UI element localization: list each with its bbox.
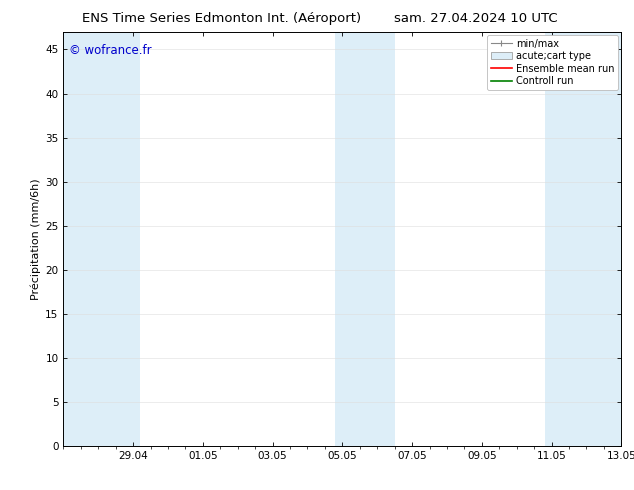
Bar bbox=[545, 32, 621, 446]
Text: ENS Time Series Edmonton Int. (Aéroport): ENS Time Series Edmonton Int. (Aéroport) bbox=[82, 12, 361, 25]
Y-axis label: Précipitation (mm/6h): Précipitation (mm/6h) bbox=[30, 178, 41, 300]
Legend: min/max, acute;cart type, Ensemble mean run, Controll run: min/max, acute;cart type, Ensemble mean … bbox=[487, 35, 618, 90]
Text: © wofrance.fr: © wofrance.fr bbox=[69, 44, 152, 57]
Bar bbox=[335, 32, 394, 446]
Text: sam. 27.04.2024 10 UTC: sam. 27.04.2024 10 UTC bbox=[394, 12, 558, 25]
Bar bbox=[63, 32, 140, 446]
